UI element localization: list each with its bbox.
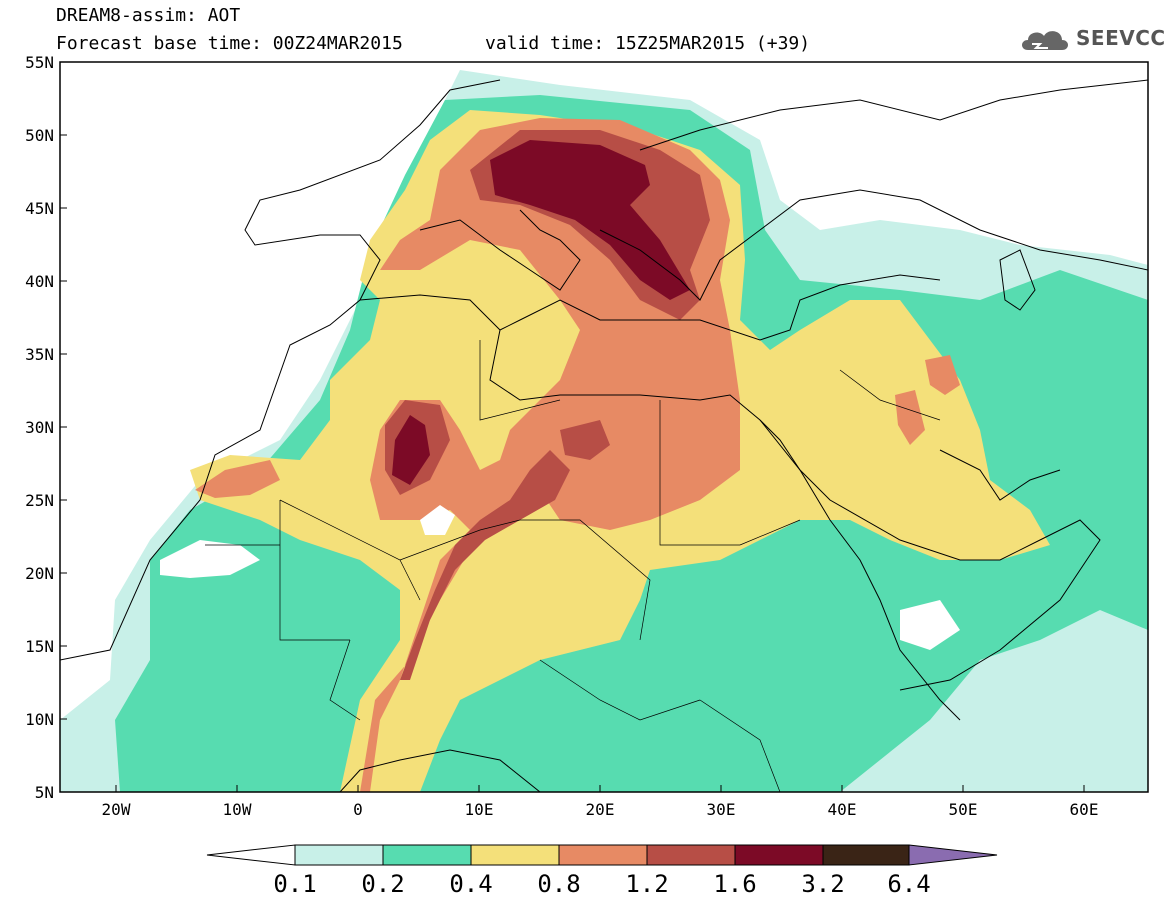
aot-gap-2: [420, 505, 455, 535]
lat-label: 30N: [25, 418, 54, 437]
colorbar-bin-4: [558, 844, 648, 866]
colorbar-bin-6: [734, 844, 824, 866]
lat-label: 45N: [25, 199, 54, 218]
lon-label: 20E: [585, 800, 615, 819]
colorbar: [206, 844, 998, 866]
aot-level-1.2: [400, 450, 570, 680]
lat-label: 35N: [25, 345, 54, 364]
lat-label: 5N: [34, 783, 54, 802]
colorbar-label: 6.4: [887, 870, 931, 898]
lat-label: 40N: [25, 272, 54, 291]
colorbar-label: 3.2: [801, 870, 845, 898]
lat-label: 10N: [25, 710, 54, 729]
lon-label: 30E: [706, 800, 736, 819]
colorbar-label: 1.2: [625, 870, 669, 898]
lon-label: 50E: [948, 800, 978, 819]
aot-gap-1: [160, 540, 260, 578]
colorbar-bin-1: [294, 844, 384, 866]
lon-label: 40E: [827, 800, 857, 819]
aot-gap-3: [900, 600, 960, 650]
colorbar-label: 0.2: [361, 870, 405, 898]
lon-label: 20W: [101, 800, 131, 819]
aot-level-1.6: [490, 140, 690, 300]
aot-level-0.8-c: [925, 355, 960, 395]
lon-label: 60E: [1069, 800, 1099, 819]
seevccc-logo: SEEVCCC: [1018, 24, 1165, 54]
colorbar-label: 1.6: [713, 870, 757, 898]
lat-label: 20N: [25, 564, 54, 583]
title-valid-time: valid time: 15Z25MAR2015 (+39): [485, 33, 811, 54]
lat-label: 50N: [25, 126, 54, 145]
colorbar-label: 0.8: [537, 870, 581, 898]
title-line-1: DREAM8-assim: AOT: [56, 5, 241, 26]
lat-label: 15N: [25, 637, 54, 656]
colorbar-high-arrow: [908, 844, 998, 866]
colorbar-label: 0.4: [449, 870, 493, 898]
borders: [205, 340, 941, 792]
cloud-icon: [1022, 31, 1068, 50]
aot-field: [60, 70, 1148, 792]
lat-label: 55N: [25, 53, 54, 72]
logo-text: SEEVCCC: [1076, 26, 1165, 50]
colorbar-label: 0.1: [273, 870, 317, 898]
colorbar-bin-3: [470, 844, 560, 866]
colorbar-bin-2: [382, 844, 472, 866]
lon-label: 0: [353, 800, 363, 819]
colorbar-bin-5: [646, 844, 736, 866]
colorbar-bin-7: [822, 844, 910, 866]
tick-marks: [60, 61, 1085, 792]
lon-label: 10E: [464, 800, 494, 819]
title-base-time: Forecast base time: 00Z24MAR2015: [56, 33, 403, 54]
colorbar-low-arrow: [206, 844, 296, 866]
coastlines: [60, 79, 1148, 792]
aot-level-0.8-b: [195, 460, 280, 498]
aot-level-1.6-b: [392, 415, 430, 485]
lat-label: 25N: [25, 491, 54, 510]
aot-level-0.8-d: [895, 390, 925, 445]
lon-label: 10W: [222, 800, 252, 819]
aot-level-1.2-d: [560, 420, 610, 460]
